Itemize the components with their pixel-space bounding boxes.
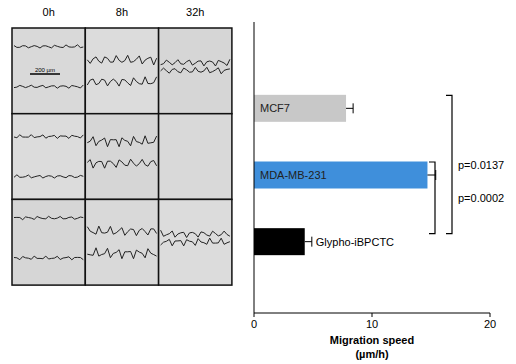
micrograph-cell xyxy=(159,199,232,285)
wound-edge xyxy=(87,159,156,168)
x-tick-label: 10 xyxy=(366,318,378,330)
micrograph-cell xyxy=(159,114,232,200)
chart: 0 10 20 Migration speed (µm/h) MCF7 MDA-MB-231… xyxy=(251,22,504,360)
x-tick xyxy=(490,313,491,317)
wound-edge xyxy=(14,216,83,219)
wound-edge xyxy=(87,226,156,236)
micrograph-cell xyxy=(85,28,158,114)
micrograph-cell xyxy=(12,199,85,285)
significance-bracket xyxy=(429,162,435,234)
wound-edge xyxy=(14,45,83,48)
micrograph-grid: 0h 8h 32h 200 µm xyxy=(12,6,232,285)
plot-area xyxy=(254,95,436,255)
micrograph-cell xyxy=(12,28,85,114)
error-bar xyxy=(346,103,353,113)
wound-edge xyxy=(14,85,83,88)
bar xyxy=(254,228,305,255)
x-tick xyxy=(372,313,373,317)
error-bar xyxy=(305,237,312,247)
category-label: Glypho-iBPCTC xyxy=(316,236,394,248)
bar xyxy=(254,95,346,122)
wound-edge xyxy=(87,136,156,147)
scale-bar xyxy=(30,73,60,75)
scale-bar-label: 200 µm xyxy=(35,67,55,73)
x-axis-label: Migration speed (µm/h) xyxy=(330,334,414,360)
micrograph-cell xyxy=(85,199,158,285)
wound-edge xyxy=(161,230,230,237)
wound-edge xyxy=(87,248,156,259)
wound-edge xyxy=(14,256,83,260)
x-tick-label: 0 xyxy=(251,318,257,330)
wound-edge xyxy=(161,238,230,246)
x-tick xyxy=(254,313,255,317)
y-axis xyxy=(254,22,255,313)
wound-edge xyxy=(14,175,83,178)
bar xyxy=(254,162,427,189)
micrograph-cell xyxy=(12,114,85,200)
x-tick-label: 20 xyxy=(484,318,496,330)
column-label: 8h xyxy=(116,6,128,18)
category-label: MDA-MB-231 xyxy=(260,169,327,181)
wound-edge xyxy=(161,67,230,74)
column-label: 0h xyxy=(43,6,55,18)
significance-bracket xyxy=(446,95,452,233)
wound-edge xyxy=(161,59,230,66)
column-label: 32h xyxy=(186,6,204,18)
category-label: MCF7 xyxy=(260,102,290,114)
x-axis-label-line: (µm/h) xyxy=(355,348,389,360)
wound-edge xyxy=(87,77,156,86)
x-axis-label-line: Migration speed xyxy=(330,334,414,346)
p-value: p=0.0137 xyxy=(458,159,504,171)
micrograph-cell xyxy=(159,28,232,114)
figure: 0h8h32h200 µm01020Migration speed(µm/h)M… xyxy=(0,0,516,364)
wound-edge xyxy=(87,55,156,65)
p-value: p=0.0002 xyxy=(458,192,504,204)
micrograph-cell xyxy=(85,114,158,200)
labels: MCF7 MDA-MB-231 Glypho-iBPCTC xyxy=(260,102,394,247)
wound-edge xyxy=(14,135,83,139)
